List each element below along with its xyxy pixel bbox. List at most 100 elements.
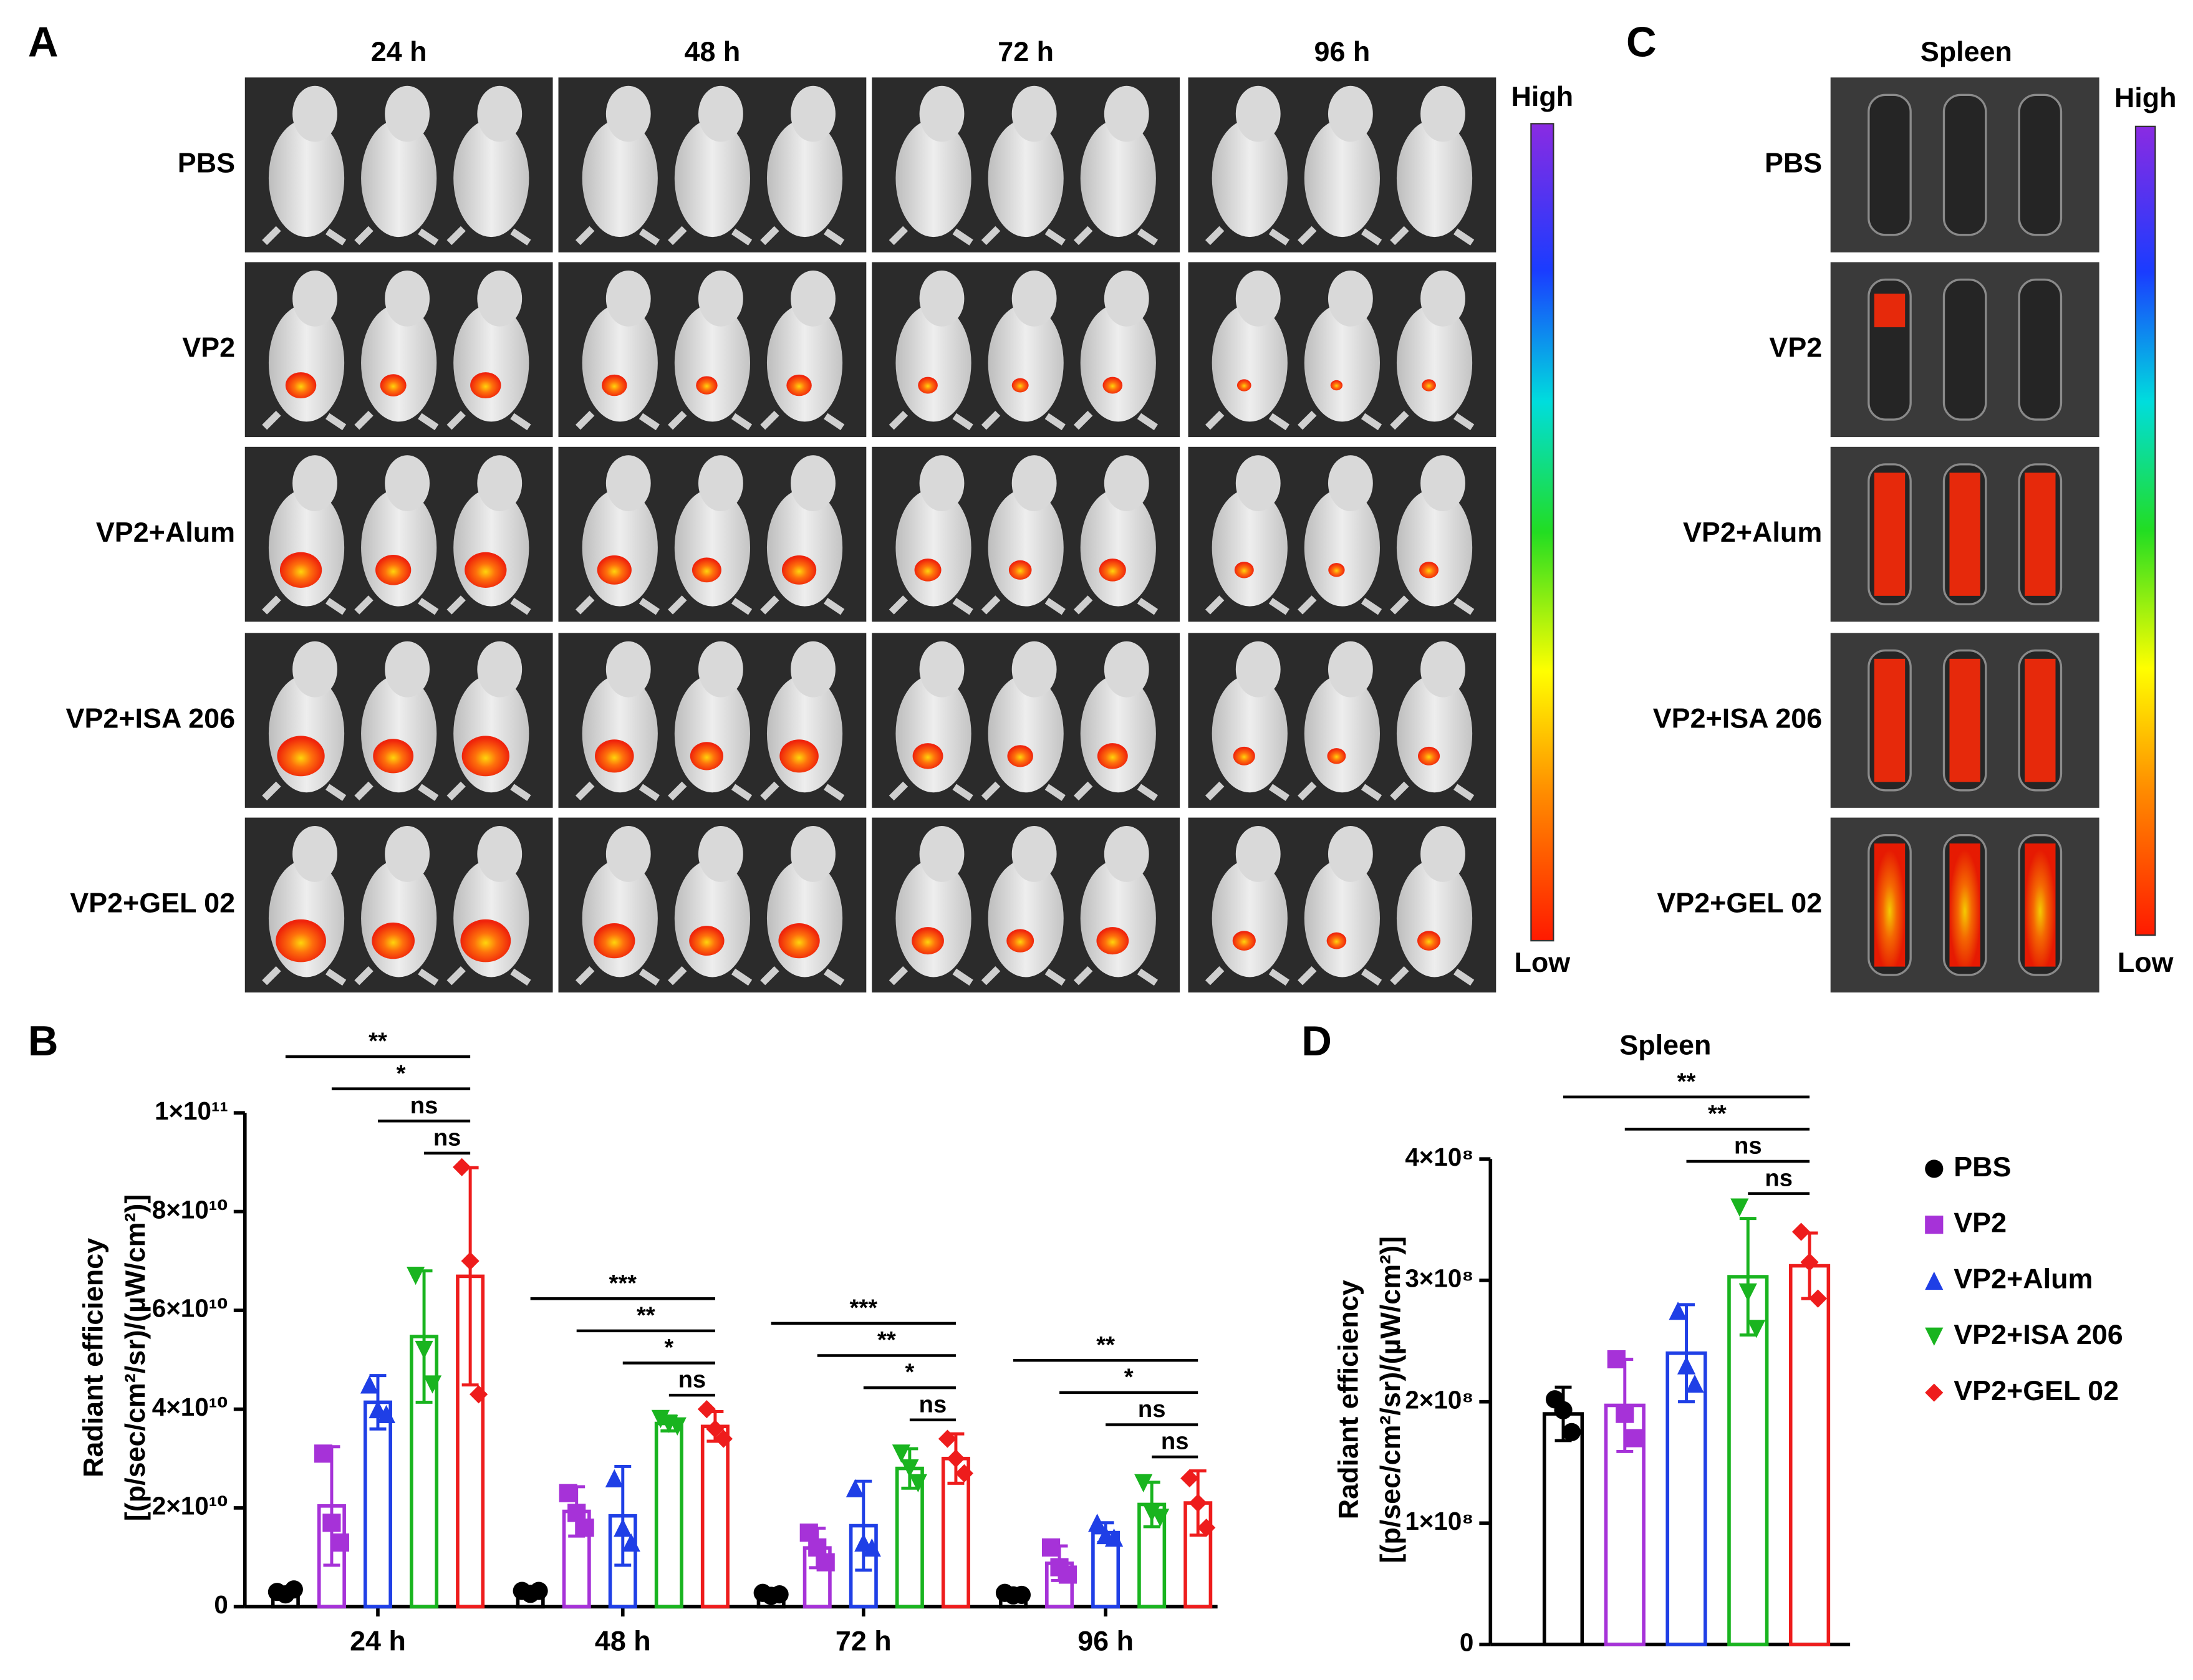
mouse-image [244,817,553,993]
data-point [360,1375,379,1394]
fluorescence-signal [277,736,325,777]
fluorescence-signal [1326,932,1347,949]
mouse-body [453,119,529,238]
mouse-head [919,271,965,327]
time-label: 72 h [998,36,1054,67]
legend-label: VP2+ISA 206 [1954,1318,2123,1350]
fluorescence-signal [375,555,412,585]
mouse-image [558,446,867,622]
mouse-head [385,85,430,142]
mouse-body [453,304,529,422]
mouse-legs [889,966,973,986]
mouse-head [292,271,337,327]
data-point [1188,1494,1207,1512]
significance-label: *** [609,1270,637,1297]
mouse-head [698,826,743,882]
data-point [706,1419,725,1438]
mouse-body [988,489,1064,607]
imaging-panels: 24 h 48 h 72 h 96 h PBS VP2 VP2+Alum VP2+ISA 20… [66,36,2177,993]
y-tick-label: 2×10⁸ [1405,1385,1473,1414]
mouse-legs [446,781,531,801]
error-bar [614,1464,632,1567]
group-label: VP2 [182,332,235,363]
mouse-image [244,262,553,438]
y-tick-label: 0 [1460,1628,1473,1657]
mouse-legs [1390,966,1475,986]
time-label: 24 h [371,36,427,67]
significance-label: * [905,1359,914,1386]
mouse-image [872,446,1180,622]
data-point [1142,1504,1161,1522]
mouse-head [1011,271,1057,327]
significance-label: * [664,1334,673,1361]
fluorescence-signal [1096,927,1129,955]
mouse-body [1080,489,1156,607]
mouse-head [1328,85,1373,142]
spleen [1942,278,1987,421]
mouse-legs [354,595,439,615]
mouse-legs [1073,595,1159,615]
mouse-image [558,633,867,808]
data-point [1808,1289,1828,1308]
mouse-head [1328,641,1373,698]
data-point [1730,1198,1749,1217]
data-point [1791,1222,1811,1241]
mouse-body [674,489,751,607]
mouse-head [1011,85,1057,142]
significance-label: ** [1708,1100,1727,1127]
mouse-head [1235,826,1281,882]
fluorescence-signal [1949,843,1980,967]
scale-low: Low [1514,946,1570,978]
mouse-head [1235,641,1281,698]
group-label: VP2+GEL 02 [1657,887,1822,919]
fluorescence-signal [465,552,507,588]
legend-entry: PBS [1925,1151,2011,1183]
significance-label: ** [1096,1332,1115,1358]
mouse-head [1011,826,1057,882]
legend-entry: VP2 [1925,1207,2007,1239]
significance-label: ** [877,1327,896,1353]
mouse-body [988,119,1064,238]
legend-marker [1925,1327,1944,1346]
data-point [1058,1565,1077,1584]
legend-marker [1925,1216,1944,1234]
data-point [407,1267,425,1285]
x-tick-label: 96 h [1077,1625,1134,1657]
mouse-legs [981,226,1066,246]
data-point [330,1533,349,1552]
mouse-legs [575,410,660,431]
mouse-body [1080,674,1156,793]
bar-chart: 0 1×10⁸ 2×10⁸ 3×10⁸ 4×10⁸ Radiant efficiency [… [1333,1029,2123,1657]
y-tick-label: 1×10⁸ [1405,1507,1473,1535]
mouse-head [292,85,337,142]
data-point [1669,1302,1687,1320]
mouse-legs [981,781,1066,801]
bar [1542,1412,1584,1646]
mouse-legs [668,226,753,246]
mouse-body [1304,489,1380,607]
data-point [461,1252,480,1270]
fluorescence-signal [779,739,819,773]
mouse-legs [262,595,347,615]
mouse-body [1212,674,1288,793]
charts: 0 2×10¹⁰ 4×10¹⁰ 6×10¹⁰ 8×10¹⁰ 1×10¹¹ Radiant e… [77,1028,2123,1657]
data-point [947,1449,965,1468]
mouse-head [605,455,651,512]
mouse-image [244,633,553,808]
time-label: 48 h [685,36,741,67]
mouse-head [919,826,965,882]
y-tick-label: 3×10⁸ [1405,1264,1473,1293]
mouse-head [1420,271,1465,327]
error-bar [1678,1303,1695,1404]
mouse-legs [760,595,845,615]
mouse-image [244,446,553,622]
data-point [1134,1474,1153,1492]
mouse-legs [1298,410,1382,431]
mouse-body [1304,859,1380,977]
data-point [423,1375,442,1394]
data-point [377,1404,396,1424]
fluorescence-signal [692,557,721,583]
fluorescence-signal [373,739,414,774]
data-point [415,1340,433,1360]
mouse-legs [981,966,1066,986]
